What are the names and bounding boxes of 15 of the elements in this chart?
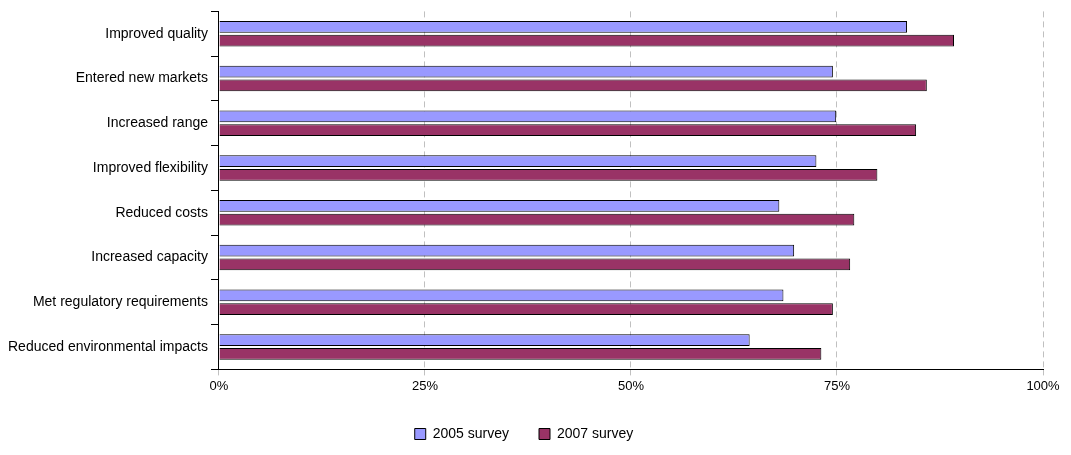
x-tick-label: 0%	[209, 377, 229, 393]
legend-label: 2005 survey	[432, 424, 510, 441]
y-tick-label: Increased capacity	[91, 248, 208, 265]
y-tick-label: Improved flexibility	[92, 158, 208, 175]
x-tick-label: 75%	[823, 377, 851, 393]
x-tick-label: 50%	[617, 377, 645, 393]
x-tick-label: 100%	[1026, 377, 1061, 393]
y-tick-label: Improved quality	[105, 24, 208, 41]
y-tick-label: Entered new markets	[75, 69, 208, 86]
legend-label: 2007 survey	[557, 424, 634, 441]
y-tick-label: Increased range	[106, 114, 209, 131]
y-tick-label: Reduced costs	[115, 203, 208, 220]
x-tick-label: 25%	[411, 377, 439, 393]
y-tick-label: Met regulatory requirements	[32, 293, 208, 310]
y-tick-label: Reduced environmental impacts	[7, 337, 208, 354]
